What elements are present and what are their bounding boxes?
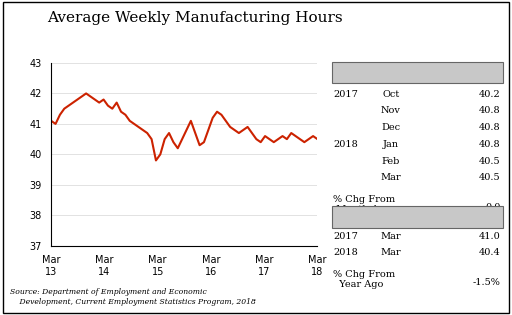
Text: % Chg From
  Year Ago: % Chg From Year Ago — [333, 270, 395, 289]
Text: 2018: 2018 — [333, 140, 358, 149]
Text: 40.8: 40.8 — [479, 140, 501, 149]
Text: Mar: Mar — [380, 232, 401, 241]
Text: Nov: Nov — [381, 106, 400, 116]
Text: 40.8: 40.8 — [479, 106, 501, 116]
Text: Source: Department of Employment and Economic
    Development, Current Employmen: Source: Department of Employment and Eco… — [10, 288, 256, 306]
Text: Mar: Mar — [380, 248, 401, 257]
Text: 2017: 2017 — [333, 90, 358, 99]
Text: 41.0: 41.0 — [479, 232, 501, 241]
Text: 2018: 2018 — [333, 248, 358, 257]
Text: 0.0: 0.0 — [485, 203, 501, 213]
Text: Feb: Feb — [381, 157, 400, 166]
Text: unadjusted: unadjusted — [390, 213, 445, 221]
Text: Dec: Dec — [381, 123, 400, 132]
Text: 40.2: 40.2 — [479, 90, 501, 99]
Text: % Chg From
 Month Ago: % Chg From Month Ago — [333, 195, 395, 214]
Text: 40.8: 40.8 — [479, 123, 501, 132]
Text: 40.5: 40.5 — [479, 173, 501, 182]
Text: Average Weekly Manufacturing Hours: Average Weekly Manufacturing Hours — [47, 11, 343, 25]
Text: 40.4: 40.4 — [479, 248, 501, 257]
Text: Jan: Jan — [382, 140, 399, 149]
Text: Oct: Oct — [382, 90, 399, 99]
Text: seasonally adjusted: seasonally adjusted — [369, 68, 466, 77]
Text: 40.5: 40.5 — [479, 157, 501, 166]
Text: 2017: 2017 — [333, 232, 358, 241]
Text: -1.5%: -1.5% — [473, 278, 501, 288]
Text: Mar: Mar — [380, 173, 401, 182]
